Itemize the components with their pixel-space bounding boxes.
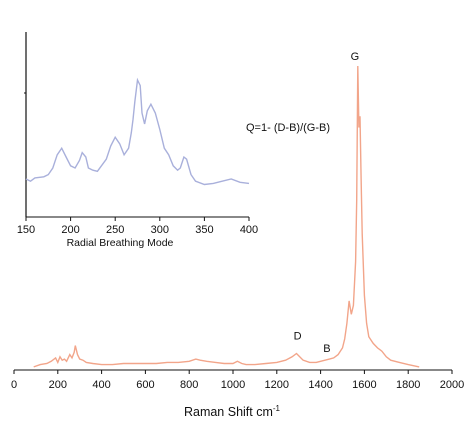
inset-tick-label-350: 350	[195, 224, 213, 236]
inset-x-axis-label: Radial Breathing Mode	[67, 237, 174, 249]
inset-tick-label-400: 400	[240, 224, 258, 236]
main-tick-label-1200: 1200	[265, 379, 289, 391]
main-tick-label-200: 200	[49, 379, 67, 391]
main-tick-label-600: 600	[136, 379, 154, 391]
main-tick-label-1000: 1000	[221, 379, 245, 391]
main-series-line	[33, 65, 420, 368]
peak-label-b: B	[323, 343, 330, 355]
inset-tick-label-200: 200	[61, 224, 79, 236]
main-tick-label-400: 400	[92, 379, 110, 391]
inset-tick-label-150: 150	[17, 224, 35, 236]
main-x-axis-label: Raman Shift cm-1	[184, 404, 281, 419]
inset-tick-label-250: 250	[106, 224, 124, 236]
inset-x-ticks: 150 200 250 300 350 400	[17, 217, 258, 236]
q-formula: Q=1- (D-B)/(G-B)	[246, 122, 330, 134]
main-tick-label-2000: 2000	[440, 379, 464, 391]
main-annotations: G D B	[294, 51, 360, 355]
inset-series-line	[25, 77, 250, 186]
peak-label-g: G	[351, 51, 360, 63]
main-tick-label-1800: 1800	[396, 379, 420, 391]
inset-tick-label-300: 300	[151, 224, 169, 236]
main-tick-label-800: 800	[180, 379, 198, 391]
peak-label-d: D	[294, 330, 302, 342]
main-x-ticks: 0 200 400 600 800 1000 1200 1400 1600 1800 2000	[11, 370, 464, 391]
main-x-axis-label-superscript: -1	[273, 404, 281, 413]
main-tick-label-0: 0	[11, 379, 17, 391]
main-tick-label-1600: 1600	[352, 379, 376, 391]
main-tick-label-1400: 1400	[308, 379, 332, 391]
main-x-axis-label-text: Raman Shift cm	[184, 405, 273, 419]
